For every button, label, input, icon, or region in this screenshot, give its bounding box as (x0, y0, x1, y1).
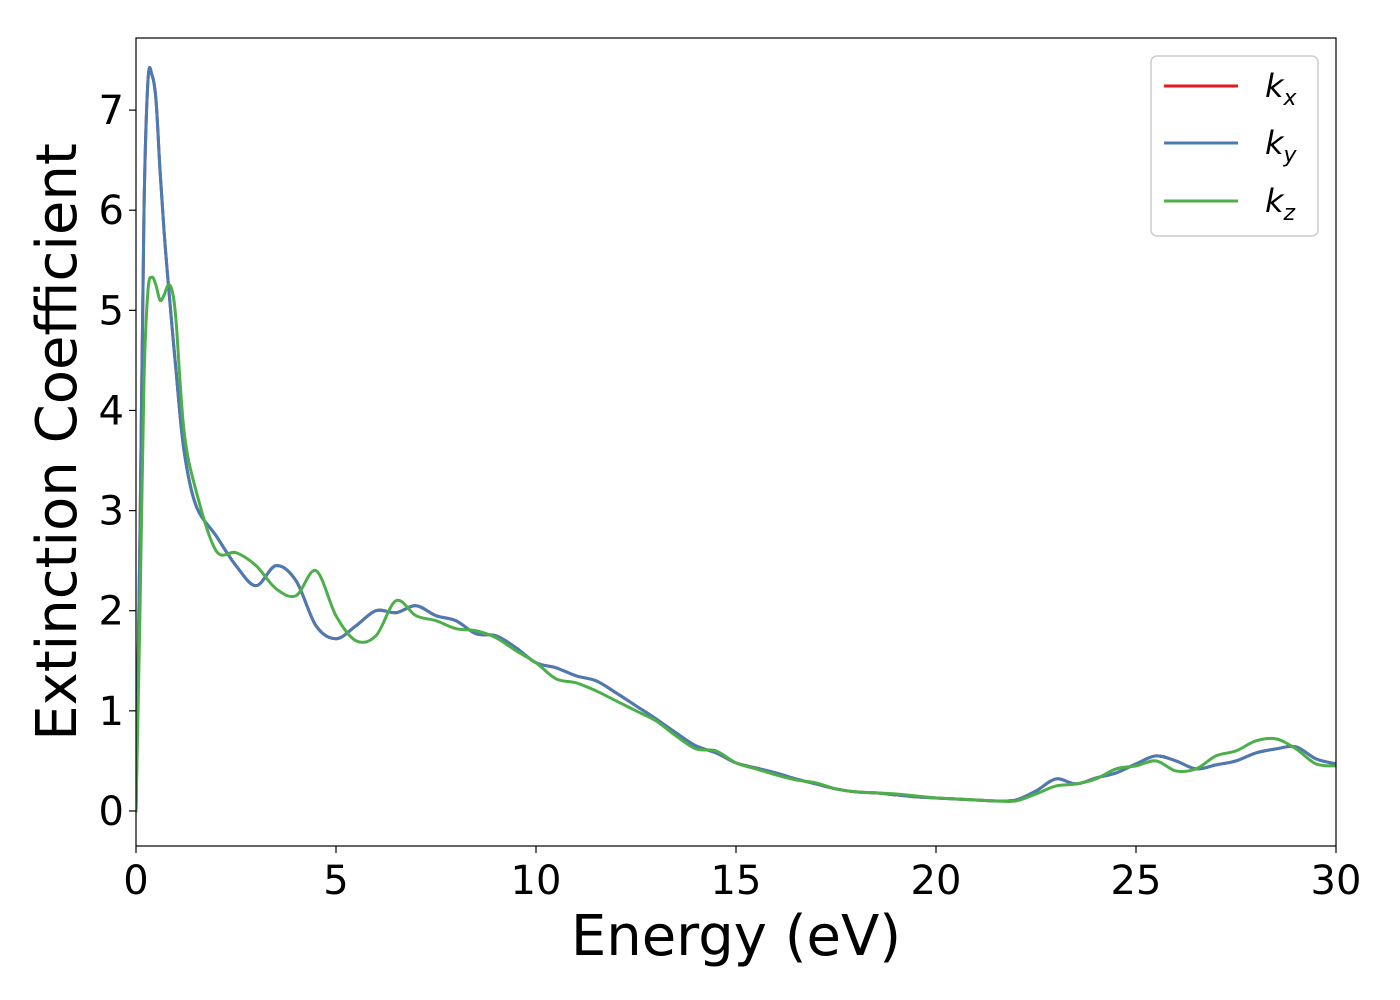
x-tick-label: 20 (911, 858, 962, 904)
plot-area (136, 38, 1336, 846)
y-tick-label: 7 (99, 88, 124, 134)
legend-box (1150, 55, 1319, 237)
legend-label-sub: z (1283, 201, 1296, 226)
y-axis-title: Extinction Coefficient (25, 143, 90, 741)
legend-label-sub: x (1283, 86, 1298, 111)
x-tick-label: 5 (323, 858, 348, 904)
x-tick-label: 30 (1311, 858, 1362, 904)
plot-frame (135, 37, 1337, 847)
series-layer (136, 66, 1336, 813)
ticks-layer: 0 5 10 15 20 25 30 0 1 2 3 4 5 6 7 (99, 88, 1362, 904)
x-tick-label: 25 (1111, 858, 1162, 904)
legend-label-main: k (1265, 124, 1285, 162)
y-tick-label: 4 (99, 388, 124, 434)
x-tick-label: 15 (711, 858, 762, 904)
y-tick-label: 1 (99, 689, 124, 735)
y-tick-label: 0 (99, 789, 124, 835)
legend-label-ky: ky (1265, 124, 1298, 168)
series-line-kz (136, 275, 1336, 813)
legend-label-main: k (1265, 67, 1285, 105)
y-tick-label: 5 (99, 288, 124, 334)
legend-label-sub: y (1283, 143, 1298, 168)
y-tick-label: 3 (99, 489, 124, 535)
legend-label-kz: kz (1265, 182, 1296, 226)
legend-label-main: k (1265, 182, 1285, 220)
x-tick-label: 0 (123, 858, 148, 904)
x-tick-label: 10 (511, 858, 562, 904)
y-tick-label: 6 (99, 188, 124, 234)
y-tick-label: 2 (99, 589, 124, 635)
x-axis-title: Energy (eV) (571, 904, 901, 969)
legend-label-kx: kx (1265, 67, 1298, 111)
